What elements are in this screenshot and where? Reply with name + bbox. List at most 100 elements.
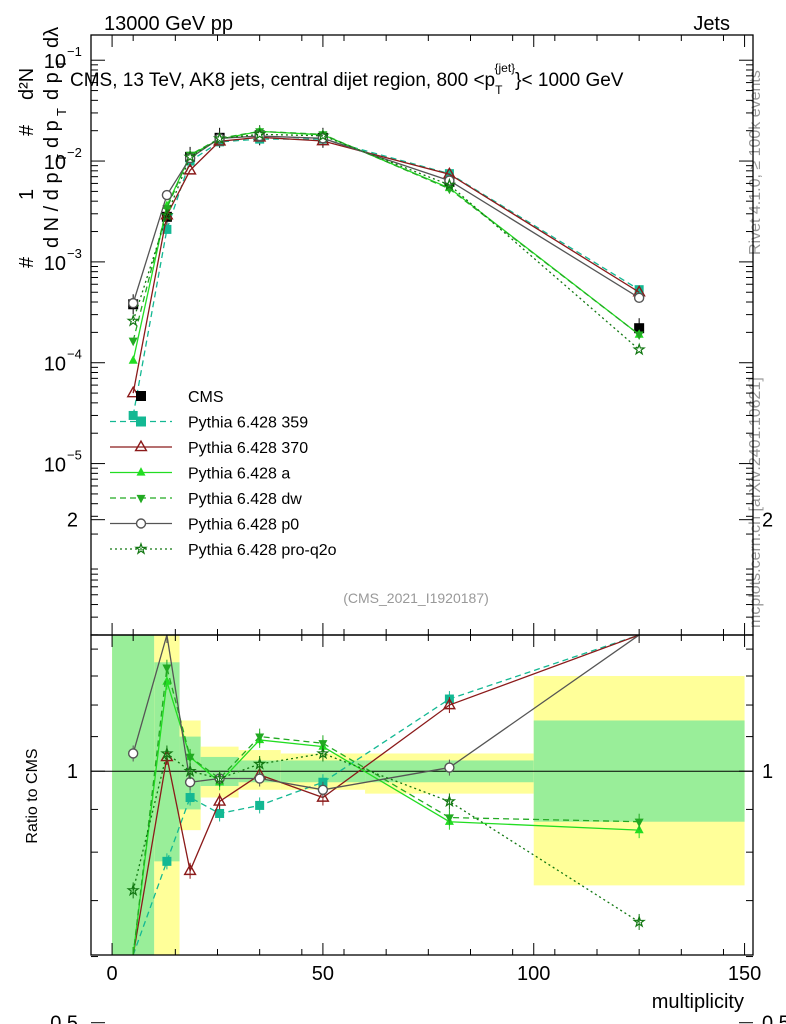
y-axis-label: # 1 d N / d p T # d p T d²N d p T dλ: [16, 27, 69, 268]
x-tick-label: 100: [517, 963, 550, 985]
ratio-point: [318, 740, 328, 749]
series-line: [132, 133, 640, 351]
ratio-point: [215, 808, 225, 818]
ratio-point: [162, 856, 172, 866]
legend-marker: [135, 518, 147, 529]
ratio-point: [634, 818, 644, 828]
series-line: [132, 135, 640, 304]
ratio-point: [252, 756, 267, 770]
series-point: [634, 331, 644, 341]
ratio-line: [132, 681, 640, 956]
legend-label: Pythia 6.428 pro-q2o: [188, 542, 337, 559]
ratio-point: [316, 746, 330, 760]
y-tick-label: 10: [44, 354, 66, 376]
ratio-point: [444, 762, 455, 773]
series-point: [442, 177, 457, 191]
series-layer: [126, 125, 646, 956]
legend-marker: [134, 541, 148, 555]
band-inner-0: [112, 635, 155, 955]
ratio-point: [632, 914, 646, 928]
ylabel-dpt2: d p: [41, 72, 63, 100]
ratio-point: [162, 664, 172, 674]
y-tick-exponent: −4: [67, 347, 82, 362]
ratio-line: [132, 634, 640, 956]
ratio-point: [317, 784, 329, 796]
analysis-id: (CMS_2021_I1920187): [343, 590, 489, 606]
y-tick-exponent: −1: [67, 44, 82, 59]
legend-marker: [136, 467, 146, 476]
legend-label: CMS: [188, 389, 224, 406]
ratio-point: [185, 753, 195, 763]
series-point: [126, 385, 140, 398]
series-point: [632, 342, 646, 356]
y-tick-label: 10: [44, 152, 66, 174]
series-point: [634, 285, 644, 295]
title-end: }< 1000 GeV: [515, 70, 624, 91]
ratio-point: [212, 794, 227, 806]
series-point: [162, 224, 172, 234]
series-point: [183, 163, 197, 175]
series-point: [128, 410, 138, 420]
y-tick-label: 10: [44, 51, 66, 73]
ratio-point: [444, 814, 454, 823]
series-point: [183, 149, 197, 163]
series-point: [126, 313, 140, 327]
series-point: [633, 292, 645, 304]
ratio-point: [183, 863, 197, 876]
series-point: [212, 131, 227, 145]
x-axis-label: multiplicity: [652, 991, 744, 1013]
legend-marker: [136, 494, 146, 504]
ratio-line: [132, 634, 640, 956]
ratio-point: [442, 794, 457, 808]
legend-label: Pythia 6.428 p0: [188, 517, 299, 534]
x-tick-label: 150: [728, 963, 761, 985]
ratio-line: [132, 634, 640, 791]
ylabel-t3: T: [54, 60, 69, 68]
y-tick-exponent: −3: [67, 246, 82, 261]
ratio-tick-label-left: 2: [67, 510, 78, 532]
ratio-point: [255, 800, 265, 810]
y-tick-label: 10: [44, 253, 66, 275]
title-sub: T: [495, 83, 503, 97]
ylabel-d2n: d²N: [16, 68, 38, 100]
ratio-point: [185, 793, 195, 803]
series-point: [128, 355, 138, 364]
legend-label: Pythia 6.428 359: [188, 415, 308, 432]
ratio-point: [255, 733, 265, 743]
ylabel-num: 1: [16, 189, 38, 200]
ratio-tick-label-left: 1: [67, 761, 78, 783]
ratio-line: [132, 752, 640, 923]
mcplots-credit: mcplots.cern.ch [arXiv:2401.10621]: [747, 377, 764, 628]
ylabel-den: d N / d p: [41, 172, 63, 248]
series-point: [161, 189, 173, 201]
series-line: [132, 136, 640, 394]
ylabel-dpt: d p: [41, 120, 63, 148]
ratio-tick-label-right: 2: [762, 510, 773, 532]
ratio-tick-label-right: 0.5: [762, 1013, 786, 1024]
ylabel-hash: #: [16, 256, 38, 268]
series-point: [316, 128, 330, 142]
ratio-uncertainty-bands: [112, 635, 745, 955]
cms-point: [634, 323, 645, 334]
ratio-tick-label-right: 1: [762, 761, 773, 783]
series-5: [126, 127, 646, 930]
series-point: [127, 297, 139, 309]
header-left: 13000 GeV pp: [104, 13, 233, 35]
legend-marker: [136, 391, 146, 401]
y-tick-label: 10: [44, 455, 66, 477]
ylabel-hash2: #: [16, 124, 38, 136]
y-tick-exponent: −2: [67, 145, 82, 160]
ratio-plot-frame: [90, 634, 754, 956]
ylabel-t2: T: [54, 108, 69, 116]
title-sup: {jet}: [494, 61, 515, 75]
chart-title: CMS, 13 TeV, AK8 jets, central dijet reg…: [70, 61, 624, 97]
ylabel-dl: dλ: [41, 27, 63, 48]
title-main: CMS, 13 TeV, AK8 jets, central dijet reg…: [70, 70, 495, 91]
ratio-point: [127, 748, 139, 759]
series-line: [132, 130, 640, 361]
header-right: Jets: [693, 13, 730, 35]
rivet-version: Rivet 4.1.0, ≥ 100k events: [747, 70, 764, 255]
ratio-line: [132, 667, 640, 956]
